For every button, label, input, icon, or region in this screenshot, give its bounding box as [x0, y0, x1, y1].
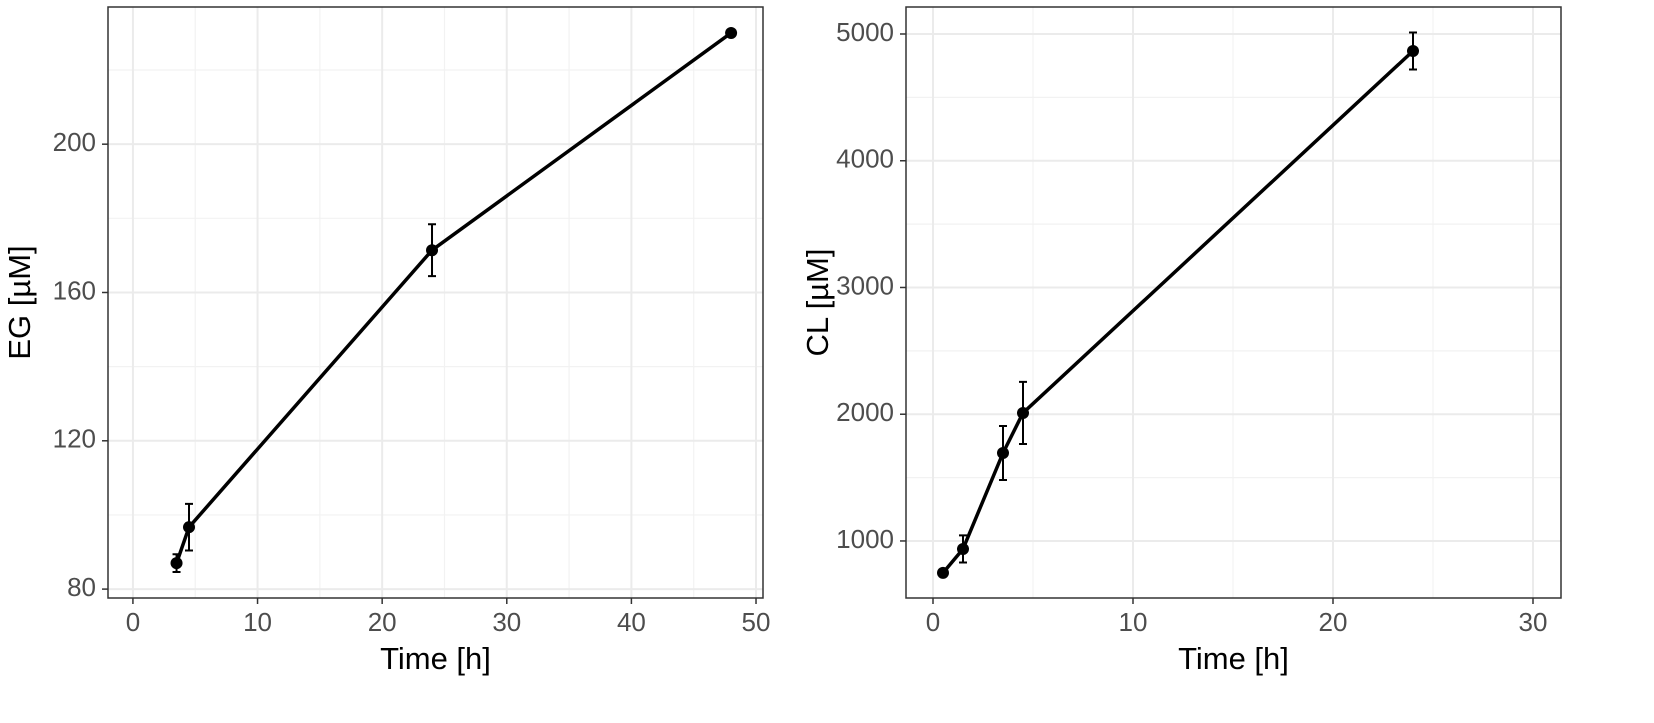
x-tick-label: 30: [492, 607, 521, 637]
y-tick-label: 1000: [836, 524, 894, 554]
x-tick-label: 10: [243, 607, 272, 637]
y-tick-label: 120: [53, 424, 96, 454]
data-point: [957, 542, 969, 555]
data-point: [170, 557, 183, 570]
y-tick-label: 160: [53, 275, 96, 305]
x-tick-label: 0: [926, 607, 940, 637]
x-tick-label: 20: [368, 607, 397, 637]
data-line: [174, 31, 733, 564]
x-axis-title: Time [h]: [380, 641, 491, 676]
x-tick-label: 10: [1119, 607, 1148, 637]
x-axis-title: Time [h]: [1178, 641, 1289, 676]
data-point: [937, 566, 949, 579]
data-point: [1407, 44, 1419, 57]
plot-border: [905, 6, 1562, 599]
x-tick-label: 40: [617, 607, 646, 637]
y-tick-label: 80: [67, 572, 96, 602]
plot-border: [107, 6, 764, 599]
y-axis-title: EG [µM]: [2, 245, 37, 359]
x-tick-label: 50: [742, 607, 771, 637]
x-tick-label: 30: [1519, 607, 1548, 637]
data-point: [725, 26, 738, 39]
y-tick-label: 200: [53, 127, 96, 157]
data-point: [183, 521, 196, 534]
y-tick-label: 5000: [836, 17, 894, 47]
x-tick-label: 20: [1319, 607, 1348, 637]
y-tick-label: 4000: [836, 144, 894, 174]
y-tick-label: 3000: [836, 270, 894, 300]
data-point: [997, 447, 1009, 460]
data-point: [426, 244, 439, 257]
plot-background: [108, 7, 763, 598]
x-tick-label: 0: [126, 607, 140, 637]
y-tick-label: 2000: [836, 397, 894, 427]
data-point: [1017, 406, 1029, 419]
y-axis-title: CL [µM]: [800, 248, 835, 356]
